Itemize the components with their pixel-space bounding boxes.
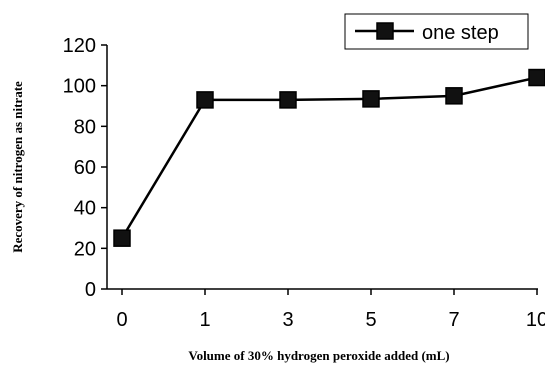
x-tick-label: 3 (282, 309, 293, 331)
legend: one step (344, 13, 529, 50)
y-tick-label: 20 (74, 238, 96, 260)
x-tick-label: 7 (448, 309, 459, 331)
y-tick-label: 60 (74, 157, 96, 179)
y-tick-label: 120 (63, 35, 96, 57)
x-tick-label: 10 (526, 309, 545, 331)
legend-marker-swatch (376, 22, 394, 40)
y-tick-label: 80 (74, 116, 96, 138)
x-axis-title: Volume of 30% hydrogen peroxide added (m… (188, 348, 449, 363)
data-point-marker (113, 229, 131, 247)
data-point-marker (445, 87, 463, 105)
y-axis-title: Recovery of nitrogen as nitrate (10, 81, 25, 253)
y-tick-label: 100 (63, 76, 96, 98)
legend-label: one step (422, 22, 499, 44)
plot-area: 0 20 40 60 80 100 120 0 1 3 5 7 10 (63, 35, 545, 331)
x-tick-label: 0 (116, 309, 127, 331)
data-point-marker (528, 68, 545, 87)
series-line (120, 76, 538, 239)
y-tick-label: 0 (85, 279, 96, 301)
data-point-marker (196, 91, 214, 109)
x-tick-label: 5 (365, 309, 376, 331)
y-axis-ticks: 0 20 40 60 80 100 120 (63, 35, 107, 301)
x-tick-label: 1 (199, 309, 210, 331)
data-point-marker (279, 91, 297, 109)
series-layer (113, 68, 545, 247)
data-point-marker (362, 90, 380, 108)
y-tick-label: 40 (74, 198, 96, 220)
x-axis-ticks: 0 1 3 5 7 10 (116, 289, 545, 331)
